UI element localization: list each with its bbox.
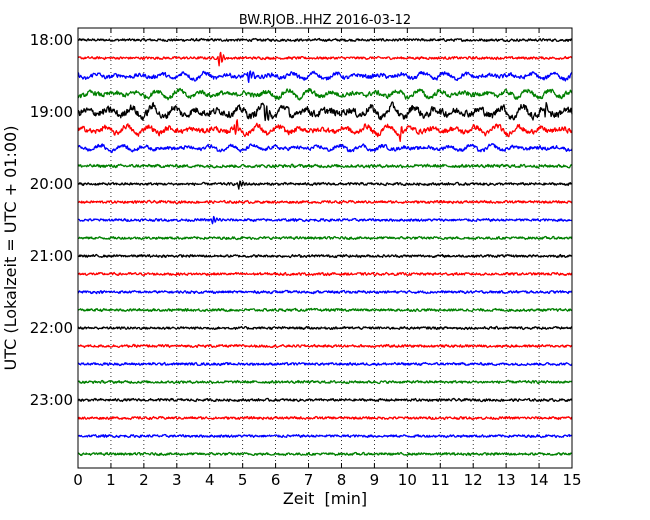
x-tick-label: 9 (370, 471, 380, 489)
trace-row-12 (77, 253, 573, 259)
trace-row-14 (77, 289, 573, 295)
x-tick-label: 8 (337, 471, 347, 489)
y-axis-title: UTC (Lokalzeit = UTC + 01:00) (1, 126, 20, 371)
x-tick-label: 6 (271, 471, 281, 489)
x-tick-label: 13 (497, 471, 516, 489)
x-tick-label: 12 (464, 471, 483, 489)
x-axis-title: Zeit [min] (283, 489, 367, 508)
y-axis: 18:00 19:00 20:00 21:00 22:00 23:00 (30, 31, 572, 409)
grid-lines (110, 28, 540, 468)
x-tick-label: 3 (172, 471, 182, 489)
trace-row-16 (77, 325, 573, 331)
x-tick-label: 11 (431, 471, 450, 489)
trace-row-17 (77, 343, 573, 349)
y-tick-label: 19:00 (30, 103, 73, 121)
x-tick-label: 15 (562, 471, 581, 489)
x-tick-label: 10 (398, 471, 417, 489)
trace-row-6 (77, 143, 573, 154)
x-tick-label: 2 (139, 471, 149, 489)
traces (77, 37, 573, 457)
trace-row-22 (77, 433, 573, 439)
trace-row-5 (77, 119, 573, 143)
x-tick-label: 1 (106, 471, 116, 489)
trace-row-8 (77, 180, 573, 190)
trace-row-23 (77, 451, 573, 457)
x-axis: 0 1 2 3 4 5 6 7 8 9 10 11 12 13 14 15 (73, 28, 582, 489)
y-tick-label: 18:00 (30, 31, 73, 49)
x-tick-label: 0 (73, 471, 83, 489)
trace-row-19 (77, 379, 573, 385)
trace-row-11 (77, 235, 573, 241)
y-tick-label: 21:00 (30, 247, 73, 265)
trace-row-4 (77, 101, 573, 122)
x-tick-label: 7 (304, 471, 314, 489)
trace-row-0 (77, 37, 573, 43)
y-tick-label: 22:00 (30, 319, 73, 337)
chart-title: BW.RJOB..HHZ 2016-03-12 (239, 13, 411, 28)
trace-row-13 (77, 271, 573, 277)
trace-row-20 (77, 397, 573, 403)
trace-row-1 (77, 51, 573, 67)
trace-row-7 (77, 163, 573, 169)
x-tick-label: 5 (238, 471, 248, 489)
trace-row-21 (77, 415, 573, 421)
trace-row-2 (77, 70, 573, 84)
trace-row-3 (77, 87, 573, 101)
y-tick-label: 23:00 (30, 391, 73, 409)
x-tick-label: 14 (530, 471, 549, 489)
y-tick-label: 20:00 (30, 175, 73, 193)
plot-frame (77, 27, 573, 469)
x-tick-label: 4 (205, 471, 215, 489)
trace-row-9 (77, 199, 573, 205)
trace-row-10 (77, 215, 573, 225)
trace-row-18 (77, 361, 573, 367)
trace-row-15 (77, 307, 573, 313)
